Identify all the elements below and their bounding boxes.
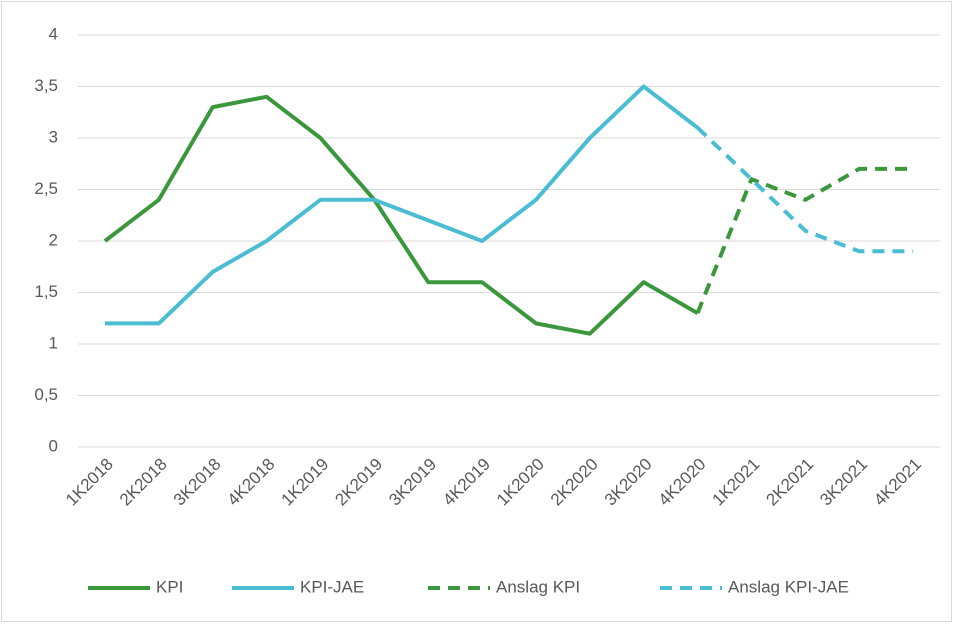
series-line <box>696 126 914 254</box>
y-tick-label: 1,5 <box>34 282 58 301</box>
legend-label: KPI-JAE <box>300 577 364 596</box>
y-tick-label: 3,5 <box>34 76 58 95</box>
y-tick-label: 2,5 <box>34 179 58 198</box>
y-tick-label: 0 <box>49 436 58 455</box>
series-line <box>103 94 699 336</box>
y-tick-label: 0,5 <box>34 385 58 404</box>
series-line <box>104 84 699 326</box>
legend-label: Anslag KPI-JAE <box>728 577 849 596</box>
legend-label: KPI <box>156 577 183 596</box>
y-tick-label: 4 <box>49 24 58 43</box>
y-tick-label: 3 <box>49 127 58 146</box>
legend-label: Anslag KPI <box>496 577 580 596</box>
series-line <box>695 166 914 314</box>
y-tick-label: 1 <box>49 333 58 352</box>
y-tick-label: 2 <box>49 230 58 249</box>
